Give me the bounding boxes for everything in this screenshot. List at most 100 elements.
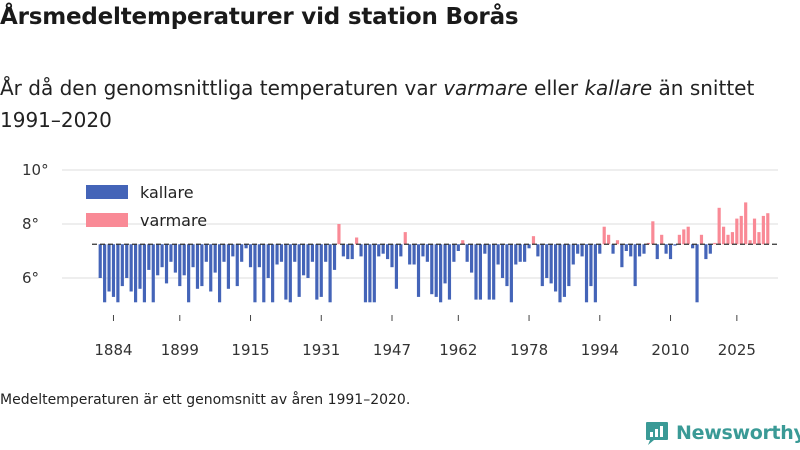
bar-cold xyxy=(629,244,633,257)
bar-cold xyxy=(178,244,182,287)
bar-cold xyxy=(642,244,646,254)
subtitle-part-3: än snittet 1991–2020 xyxy=(0,76,755,132)
bar-warm xyxy=(748,240,752,245)
bar-warm xyxy=(713,242,717,245)
bar-cold xyxy=(240,244,244,262)
bar-cold xyxy=(262,244,266,303)
bar-cold xyxy=(673,244,677,246)
bar-cold xyxy=(293,244,297,262)
bar-cold xyxy=(704,244,708,260)
bar-warm xyxy=(726,234,730,245)
bar-cold xyxy=(487,244,491,300)
bar-cold xyxy=(341,244,345,257)
bar-cold xyxy=(443,244,447,284)
bar-cold xyxy=(523,244,527,262)
bar-warm xyxy=(682,229,686,245)
bar-cold xyxy=(377,244,381,257)
bar-cold xyxy=(509,244,513,303)
bar-cold xyxy=(306,244,310,278)
bar-cold xyxy=(248,244,253,268)
bar-cold xyxy=(514,244,518,265)
bar-cold xyxy=(142,244,147,303)
bar-warm xyxy=(739,215,743,245)
x-tick-label: 1915 xyxy=(231,341,269,359)
legend-label-kallare: kallare xyxy=(140,183,194,202)
bar-cold xyxy=(553,244,558,292)
newsworthy-logo-text: Newsworthy xyxy=(676,422,800,444)
bar-warm xyxy=(461,240,465,245)
subtitle-warm-word: varmare xyxy=(443,76,528,100)
bar-warm xyxy=(757,232,761,245)
bar-cold xyxy=(571,244,575,265)
bar-cold xyxy=(668,244,673,260)
x-tick-label: 1899 xyxy=(161,341,199,359)
bar-warm xyxy=(651,221,655,245)
bar-cold xyxy=(540,244,544,287)
x-tick-label: 1931 xyxy=(302,341,340,359)
bar-cold xyxy=(275,244,279,265)
bar-cold xyxy=(664,244,668,254)
bar-cold xyxy=(655,244,659,260)
bar-cold xyxy=(549,244,553,284)
newsworthy-logo[interactable]: Newsworthy xyxy=(644,420,800,446)
bar-cold xyxy=(359,244,363,257)
bar-cold xyxy=(173,244,177,273)
bar-cold xyxy=(633,244,637,287)
bar-cold xyxy=(288,244,292,303)
bar-cold xyxy=(164,244,169,284)
chart-title: Årsmedeltemperaturer vid station Borås xyxy=(0,4,519,30)
bar-cold xyxy=(368,244,372,303)
bar-cold xyxy=(469,244,474,273)
bar-warm xyxy=(531,236,536,245)
bar-cold xyxy=(390,244,394,268)
bar-cold xyxy=(231,244,235,257)
bar-cold xyxy=(439,244,443,303)
bar-cold xyxy=(253,244,257,303)
bar-cold xyxy=(589,244,593,287)
bar-cold xyxy=(191,244,195,268)
bar-cold xyxy=(346,244,350,260)
bar-warm xyxy=(607,234,611,245)
bar-cold xyxy=(257,244,261,268)
bar-cold xyxy=(103,244,107,303)
legend-swatch-kallare xyxy=(86,185,128,199)
bar-warm xyxy=(721,226,726,245)
bar-cold xyxy=(580,244,584,257)
newsworthy-logo-icon xyxy=(646,422,668,445)
bar-cold xyxy=(372,244,376,303)
x-tick-label: 2025 xyxy=(718,341,756,359)
bar-cold xyxy=(496,244,500,265)
bar-cold xyxy=(708,244,712,254)
y-tick-label: 8° xyxy=(22,215,39,233)
bar-cold xyxy=(624,244,628,251)
bar-warm xyxy=(730,232,735,245)
bar-cold xyxy=(593,244,597,303)
bar-cold xyxy=(209,244,213,292)
bar-cold xyxy=(695,244,699,303)
bar-warm xyxy=(744,202,748,245)
bar-cold xyxy=(169,244,173,262)
bar-warm xyxy=(735,218,739,245)
bar-cold xyxy=(301,244,306,276)
bar-cold xyxy=(425,244,429,262)
x-tick-label: 1962 xyxy=(439,341,477,359)
bar-cold xyxy=(434,244,438,297)
bar-cold xyxy=(518,244,522,262)
bar-cold xyxy=(483,244,487,254)
bar-warm xyxy=(699,234,704,245)
bar-cold xyxy=(284,244,288,300)
bar-warm xyxy=(717,207,721,245)
legend-swatch-varmare xyxy=(86,213,128,227)
bar-warm xyxy=(646,242,651,245)
bar-cold xyxy=(129,244,133,292)
bar-cold xyxy=(691,244,695,249)
bar-cold xyxy=(505,244,509,287)
bar-cold xyxy=(412,244,416,265)
bar-cold xyxy=(492,244,496,300)
bar-cold xyxy=(620,244,624,268)
bar-cold xyxy=(111,244,116,297)
bar-cold xyxy=(217,244,222,303)
bar-cold xyxy=(394,244,399,289)
bar-warm xyxy=(766,213,770,245)
bar-cold xyxy=(416,244,421,297)
